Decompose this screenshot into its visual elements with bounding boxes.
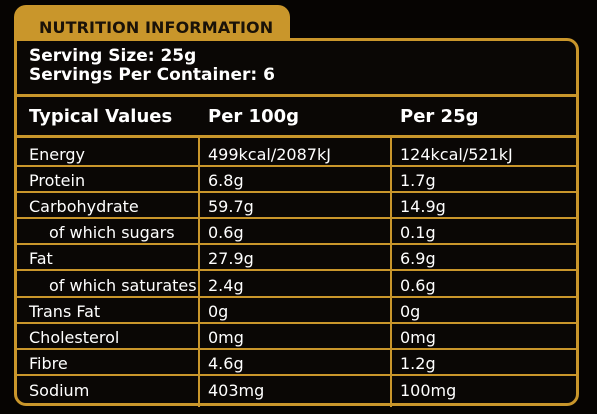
row-divider (17, 191, 576, 193)
value-per-100g: 0mg (208, 328, 244, 347)
nutrient-name: of which sugars (49, 223, 175, 242)
panel-title: NUTRITION INFORMATION (39, 18, 274, 37)
value-per-25g: 124kcal/521kJ (400, 145, 513, 164)
nutrient-name: Sodium (29, 381, 90, 400)
row-divider (17, 322, 576, 324)
nutrient-name: Fibre (29, 354, 68, 373)
nutrient-name: Trans Fat (29, 302, 101, 321)
column-header-typical-values: Typical Values (29, 106, 173, 127)
value-per-25g: 1.2g (400, 354, 436, 373)
row-divider (17, 348, 576, 350)
value-per-25g: 14.9g (400, 197, 446, 216)
value-per-100g: 0.6g (208, 223, 244, 242)
divider (17, 135, 576, 138)
column-header-per-100g: Per 100g (208, 106, 300, 127)
value-per-100g: 59.7g (208, 197, 254, 216)
value-per-100g: 2.4g (208, 276, 244, 295)
nutrient-name: Energy (29, 145, 86, 164)
serving-size: Serving Size: 25g (29, 46, 197, 66)
nutrient-name: Protein (29, 171, 86, 190)
row-divider (17, 217, 576, 219)
value-per-100g: 6.8g (208, 171, 244, 190)
nutrient-name: Fat (29, 249, 53, 268)
servings-per-container: Servings Per Container: 6 (29, 65, 275, 85)
value-per-25g: 0mg (400, 328, 436, 347)
value-per-25g: 6.9g (400, 249, 436, 268)
value-per-100g: 4.6g (208, 354, 244, 373)
nutrient-name: Cholesterol (29, 328, 120, 347)
value-per-100g: 27.9g (208, 249, 254, 268)
column-divider (198, 137, 200, 407)
row-divider (17, 243, 576, 245)
row-divider (17, 296, 576, 298)
row-divider (17, 374, 576, 376)
nutrient-name: of which saturates (49, 276, 197, 295)
value-per-100g: 499kcal/2087kJ (208, 145, 331, 164)
value-per-25g: 100mg (400, 381, 457, 400)
value-per-25g: 0.6g (400, 276, 436, 295)
row-divider (17, 165, 576, 167)
divider (17, 94, 576, 97)
value-per-25g: 1.7g (400, 171, 436, 190)
value-per-25g: 0.1g (400, 223, 436, 242)
nutrient-name: Carbohydrate (29, 197, 139, 216)
nutrition-panel: Serving Size: 25g Servings Per Container… (14, 38, 579, 407)
column-header-per-25g: Per 25g (400, 106, 479, 127)
value-per-25g: 0g (400, 302, 421, 321)
value-per-100g: 403mg (208, 381, 265, 400)
value-per-100g: 0g (208, 302, 229, 321)
column-divider (390, 137, 392, 407)
row-divider (17, 269, 576, 271)
